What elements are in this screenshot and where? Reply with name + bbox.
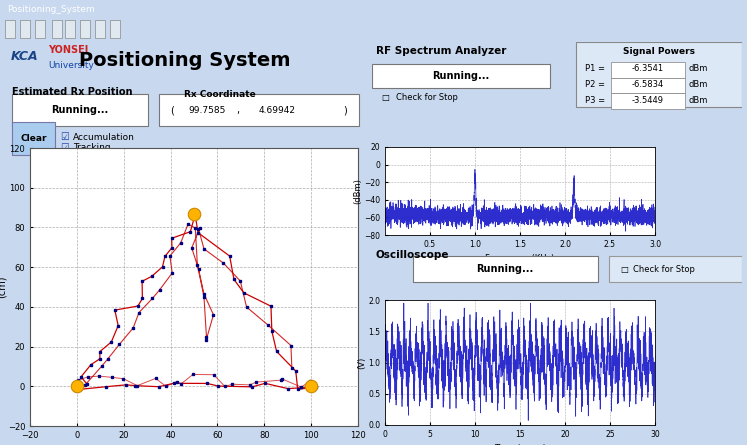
Text: □: □: [381, 93, 389, 102]
X-axis label: Frequency (KHz): Frequency (KHz): [486, 255, 554, 263]
Text: ,: ,: [236, 105, 239, 115]
Text: ): ): [343, 105, 347, 115]
Y-axis label: (cm): (cm): [0, 276, 6, 298]
Text: -3.5449: -3.5449: [632, 96, 663, 105]
Text: Check for Stop: Check for Stop: [633, 264, 695, 274]
Text: Running...: Running...: [433, 71, 489, 81]
FancyBboxPatch shape: [110, 20, 120, 38]
Text: -6.3541: -6.3541: [631, 64, 664, 73]
Text: University: University: [48, 61, 94, 70]
Text: P3 =: P3 =: [585, 96, 605, 105]
Text: Running...: Running...: [52, 105, 109, 115]
Text: Signal Powers: Signal Powers: [623, 47, 695, 56]
Y-axis label: (V): (V): [358, 356, 367, 368]
Text: Oscilloscope: Oscilloscope: [376, 250, 449, 260]
Text: dBm: dBm: [688, 64, 707, 73]
Text: P2 =: P2 =: [585, 80, 605, 89]
FancyBboxPatch shape: [80, 20, 90, 38]
Text: Tracking: Tracking: [73, 143, 111, 152]
FancyBboxPatch shape: [412, 255, 598, 283]
Text: Check for Stop: Check for Stop: [396, 93, 458, 102]
Text: Positioning System: Positioning System: [79, 50, 291, 69]
FancyBboxPatch shape: [372, 64, 550, 88]
Text: (: (: [170, 105, 173, 115]
Text: ☑: ☑: [61, 143, 69, 153]
FancyBboxPatch shape: [12, 122, 55, 155]
FancyBboxPatch shape: [610, 93, 685, 109]
FancyBboxPatch shape: [609, 255, 742, 283]
Text: RF Spectrum Analyzer: RF Spectrum Analyzer: [376, 46, 506, 56]
FancyBboxPatch shape: [95, 20, 105, 38]
Text: -6.5834: -6.5834: [631, 80, 664, 89]
FancyBboxPatch shape: [610, 62, 685, 77]
Text: Accumulation: Accumulation: [73, 133, 135, 142]
FancyBboxPatch shape: [159, 94, 359, 126]
Text: Rx Coordinate: Rx Coordinate: [184, 90, 255, 99]
FancyBboxPatch shape: [35, 20, 45, 38]
Text: dBm: dBm: [688, 96, 707, 105]
Text: 99.7585: 99.7585: [188, 106, 226, 115]
Text: KCA: KCA: [11, 49, 39, 62]
Y-axis label: (dBm): (dBm): [353, 178, 362, 204]
FancyBboxPatch shape: [65, 20, 75, 38]
Text: □: □: [620, 264, 627, 274]
Text: P1 =: P1 =: [585, 64, 605, 73]
FancyBboxPatch shape: [575, 42, 742, 107]
Text: Running...: Running...: [477, 264, 534, 274]
Text: ☑: ☑: [61, 132, 69, 142]
Text: Clear: Clear: [20, 134, 47, 142]
FancyBboxPatch shape: [610, 77, 685, 93]
FancyBboxPatch shape: [12, 94, 148, 126]
Text: dBm: dBm: [688, 80, 707, 89]
Text: Positioning_System: Positioning_System: [7, 4, 95, 13]
FancyBboxPatch shape: [52, 20, 62, 38]
Text: 4.69942: 4.69942: [258, 106, 296, 115]
FancyBboxPatch shape: [20, 20, 30, 38]
Text: YONSEI: YONSEI: [48, 45, 88, 55]
FancyBboxPatch shape: [5, 20, 15, 38]
Text: Estimated Rx Position: Estimated Rx Position: [12, 87, 133, 97]
